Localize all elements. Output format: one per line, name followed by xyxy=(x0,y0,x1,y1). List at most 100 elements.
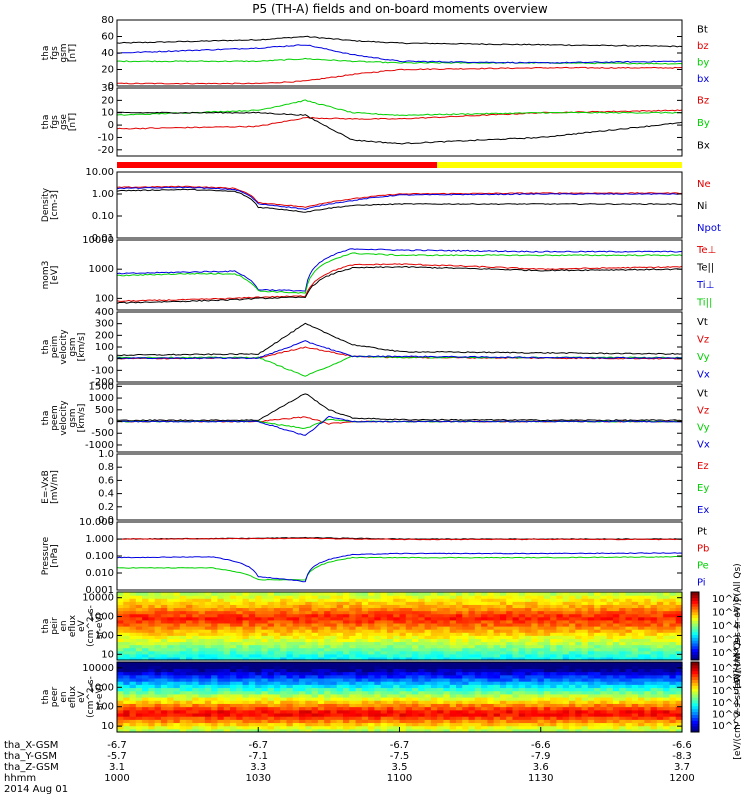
heatmap-cell xyxy=(223,632,231,636)
heatmap-cell xyxy=(449,644,457,649)
heatmap-cell xyxy=(619,677,627,682)
heatmap-cell xyxy=(487,712,495,717)
heatmap-cell xyxy=(117,674,124,679)
heatmap-cell xyxy=(317,674,325,679)
heatmap-cell xyxy=(443,613,451,618)
heatmap-cell xyxy=(506,712,514,717)
heatmap-cell xyxy=(204,712,212,717)
heatmap-cell xyxy=(650,653,658,658)
heatmap-cell xyxy=(443,604,451,609)
colorbar-segment xyxy=(691,697,699,701)
heatmap-cell xyxy=(117,668,124,673)
heatmap-cell xyxy=(669,662,677,666)
x-tick-value: 1100 xyxy=(387,773,412,784)
heatmap-cell xyxy=(650,619,658,624)
heatmap-cell xyxy=(669,690,677,695)
colorbar-tick-label: 10^5 xyxy=(712,607,739,618)
heatmap-cell xyxy=(663,693,671,698)
y-axis-label-line: [eV] xyxy=(50,266,60,285)
heatmap-cell xyxy=(468,653,476,658)
y-tick-label: 0.01 xyxy=(92,233,114,244)
heatmap-cell xyxy=(543,681,551,685)
heatmap-cell xyxy=(481,700,488,704)
heatmap-cell xyxy=(148,700,156,704)
heatmap-cell xyxy=(399,641,407,646)
heatmap-cell xyxy=(581,595,589,599)
heatmap-cell xyxy=(456,629,463,633)
heatmap-cell xyxy=(248,610,256,615)
heatmap-cell xyxy=(462,712,470,717)
heatmap-cell xyxy=(142,700,149,704)
heatmap-cell xyxy=(493,719,501,724)
heatmap-cell xyxy=(242,671,250,676)
heatmap-cell xyxy=(336,684,344,689)
heatmap-cell xyxy=(512,697,520,701)
heatmap-cell xyxy=(631,668,639,673)
heatmap-cell xyxy=(160,604,168,609)
heatmap-cell xyxy=(349,595,357,599)
heatmap-cell xyxy=(273,671,281,676)
heatmap-cell xyxy=(179,674,187,679)
heatmap-cell xyxy=(481,687,488,692)
x-tick-value: 1000 xyxy=(104,773,129,784)
heatmap-cell xyxy=(173,626,181,630)
heatmap-cell xyxy=(612,619,620,624)
heatmap-cell xyxy=(324,610,332,615)
heatmap-cell xyxy=(330,635,338,639)
heatmap-cell xyxy=(638,716,645,720)
heatmap-cell xyxy=(600,653,608,658)
legend-entry: Vz xyxy=(697,334,709,345)
heatmap-cell xyxy=(186,681,193,685)
heatmap-cell xyxy=(518,641,526,646)
heatmap-cell xyxy=(255,722,262,727)
heatmap-cell xyxy=(437,722,445,727)
heatmap-cell xyxy=(512,681,520,685)
heatmap-cell xyxy=(230,607,237,612)
heatmap-cell xyxy=(675,697,683,701)
heatmap-cell xyxy=(474,592,482,596)
heatmap-cell xyxy=(468,619,476,624)
heatmap-cell xyxy=(179,687,187,692)
heatmap-cell xyxy=(437,719,445,724)
heatmap-cell xyxy=(154,632,162,636)
heatmap-cell xyxy=(167,622,175,627)
heatmap-cell xyxy=(412,706,419,711)
heatmap-cell xyxy=(179,716,187,720)
heatmap-cell xyxy=(481,598,488,602)
y-axis-label-line: eV xyxy=(77,619,87,632)
heatmap-cell xyxy=(418,674,426,679)
heatmap-cell xyxy=(361,653,369,658)
heatmap-cell xyxy=(142,638,149,643)
heatmap-cell xyxy=(255,635,262,639)
heatmap-cell xyxy=(186,687,193,692)
heatmap-cell xyxy=(675,693,683,698)
colorbar-frame xyxy=(690,661,700,733)
heatmap-cell xyxy=(449,595,457,599)
heatmap-cell xyxy=(305,650,313,655)
heatmap-cell xyxy=(135,725,143,730)
heatmap-cell xyxy=(148,690,156,695)
heatmap-cell xyxy=(343,626,350,630)
heatmap-cell xyxy=(669,626,677,630)
heatmap-cell xyxy=(173,665,181,669)
heatmap-cell xyxy=(443,629,451,633)
heatmap-cell xyxy=(594,700,601,704)
heatmap-cell xyxy=(512,607,520,612)
heatmap-cell xyxy=(255,671,262,676)
heatmap-cell xyxy=(292,622,300,627)
heatmap-cell xyxy=(236,697,244,701)
heatmap-cell xyxy=(525,668,532,673)
heatmap-cell xyxy=(537,598,545,602)
heatmap-cell xyxy=(374,703,382,708)
heatmap-cell xyxy=(531,709,539,714)
heatmap-cell xyxy=(236,681,244,685)
heatmap-cell xyxy=(117,693,124,698)
heatmap-cell xyxy=(292,665,300,669)
heatmap-cell xyxy=(123,690,131,695)
heatmap-cell xyxy=(148,647,156,652)
heatmap-cell xyxy=(462,613,470,618)
heatmap-cell xyxy=(336,601,344,605)
heatmap-cell xyxy=(167,662,175,666)
legend-entry: Bx xyxy=(697,141,710,152)
heatmap-cell xyxy=(123,632,131,636)
